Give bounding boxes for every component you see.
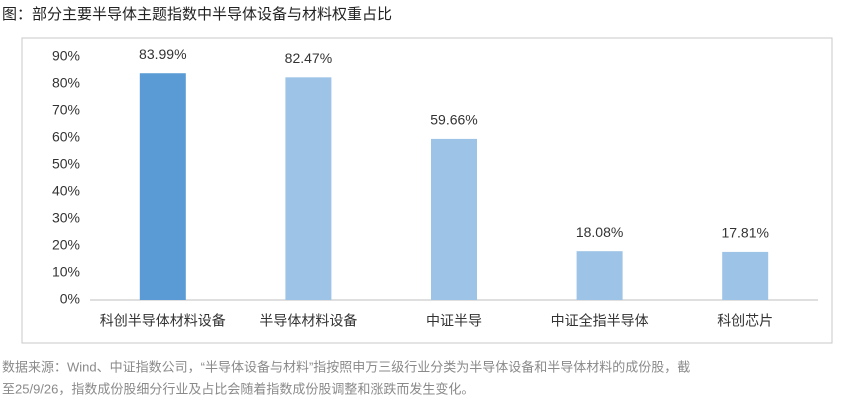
x-tick-label: 中证半导 xyxy=(426,313,482,329)
y-tick-label: 30% xyxy=(52,210,80,226)
x-tick-label: 中证全指半导体 xyxy=(551,313,649,329)
value-label: 82.47% xyxy=(285,50,332,66)
value-label: 59.66% xyxy=(430,112,477,128)
y-tick-label: 50% xyxy=(52,156,80,172)
x-tick-label: 科创芯片 xyxy=(717,313,773,329)
bar xyxy=(139,73,186,301)
chart-title: 图：部分主要半导体主题指数中半导体设备与材料权重占比 xyxy=(2,6,392,23)
bar xyxy=(285,77,332,301)
y-tick-label: 90% xyxy=(52,48,80,64)
x-tick-label: 半导体材料设备 xyxy=(259,313,357,329)
chart-frame xyxy=(21,37,833,344)
y-tick-label: 70% xyxy=(52,102,80,118)
y-tick-label: 20% xyxy=(52,237,80,253)
value-label: 18.08% xyxy=(576,224,623,240)
footnote: 至25/9/26，指数成份股细分行业及占比会随着指数成份股调整和涨跌而发生变化。 xyxy=(2,381,474,396)
x-tick-label: 科创半导体材料设备 xyxy=(100,313,226,329)
y-tick-label: 0% xyxy=(60,291,80,307)
bar xyxy=(431,138,477,300)
y-tick-label: 60% xyxy=(52,129,80,145)
bar xyxy=(576,251,623,300)
y-tick-label: 10% xyxy=(52,264,80,280)
bar xyxy=(722,251,769,300)
y-tick-label: 40% xyxy=(52,183,80,199)
y-tick-label: 80% xyxy=(52,75,80,91)
footnote: 数据来源：Wind、中证指数公司，“半导体设备与材料”指按照申万三级行业分类为半… xyxy=(2,359,690,374)
value-label: 83.99% xyxy=(139,46,186,62)
value-label: 17.81% xyxy=(721,225,768,241)
